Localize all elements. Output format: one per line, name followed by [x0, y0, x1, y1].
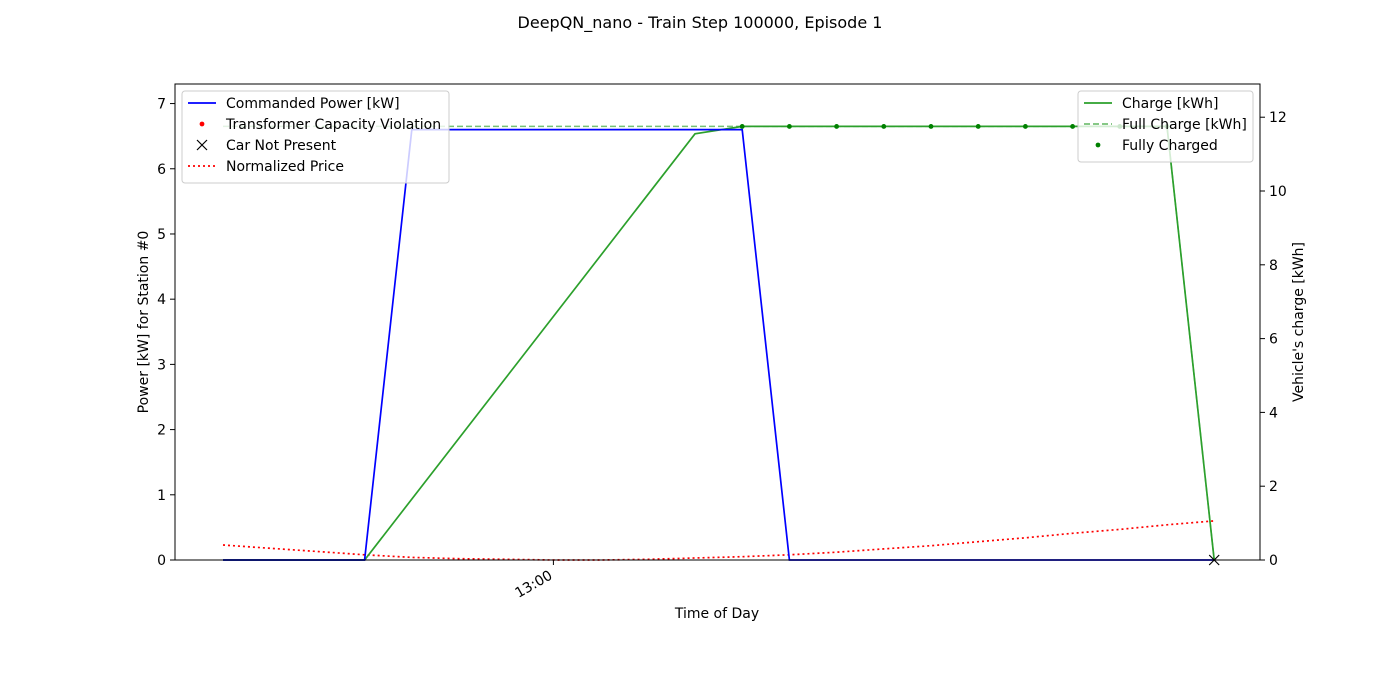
- right-tick-label: 8: [1269, 258, 1278, 274]
- legend-label-fully-charged: Fully Charged: [1122, 138, 1218, 154]
- legend-swatch-transformer-capacity-violation: [199, 121, 205, 127]
- legend-box: [181, 90, 450, 184]
- fully-charged-point: [881, 124, 887, 129]
- fully-charged-point: [928, 124, 934, 129]
- fully-charged-point: [787, 124, 792, 129]
- left-axis-label: Power [kW] for Station #0: [136, 231, 152, 414]
- right-tick-label: 12: [1269, 110, 1287, 126]
- left-tick-label: 6: [157, 162, 166, 178]
- chart-title: DeepQN_nano - Train Step 100000, Episode…: [518, 13, 883, 33]
- legend-label-car-not-present: Car Not Present: [226, 138, 337, 154]
- legend-right: Charge [kWh] Full Charge [kWh] Fully Charg…: [1077, 90, 1254, 163]
- fully-charged-point: [739, 124, 745, 129]
- legend-label-transformer-capacity-violation: Transformer Capacity Violation: [225, 117, 441, 133]
- right-axis: 0 2 4 6 8 10 12: [1260, 110, 1287, 569]
- left-axis: 0 1 2 3 4 5 6 7: [157, 97, 175, 569]
- x-tick-label: 13:00: [512, 568, 555, 602]
- legend-label-normalized-price: Normalized Price: [226, 159, 344, 175]
- right-tick-label: 2: [1269, 479, 1278, 495]
- fully-charged-point: [834, 124, 839, 129]
- right-axis-label: Vehicle's charge [kWh]: [1291, 242, 1307, 402]
- legend-box: [1077, 90, 1254, 163]
- left-tick-label: 5: [157, 227, 166, 243]
- left-tick-label: 7: [157, 97, 166, 113]
- right-tick-label: 10: [1269, 184, 1287, 200]
- legend-swatch-fully-charged: [1095, 142, 1101, 148]
- right-tick-label: 4: [1269, 405, 1278, 421]
- legend-label-charge-kwh: Charge [kWh]: [1122, 96, 1218, 112]
- left-tick-label: 1: [157, 488, 166, 504]
- fully-charged-point: [975, 124, 981, 129]
- left-tick-label: 2: [157, 423, 166, 439]
- x-axis-label: Time of Day: [674, 606, 759, 622]
- fully-charged-point: [1023, 124, 1028, 129]
- left-tick-label: 3: [157, 357, 166, 373]
- legend-label-commanded-power-kw: Commanded Power [kW]: [226, 96, 400, 112]
- legend-label-full-charge-kwh: Full Charge [kWh]: [1122, 117, 1247, 133]
- x-axis: 13:00: [512, 560, 555, 602]
- legend-swatch-car-not-present: [196, 139, 208, 151]
- plot-content: [222, 124, 1220, 566]
- commanded-power-kw-line: [223, 128, 1215, 561]
- legend-left: Commanded Power [kW] Transformer Capacity…: [181, 90, 450, 184]
- right-tick-label: 6: [1269, 332, 1278, 348]
- plot-frame: [174, 83, 1261, 561]
- left-tick-label: 0: [157, 553, 166, 569]
- left-tick-label: 4: [157, 292, 166, 308]
- right-tick-label: 0: [1269, 553, 1278, 569]
- fully-charged-point: [1070, 124, 1075, 129]
- normalized-price-line: [222, 520, 1215, 561]
